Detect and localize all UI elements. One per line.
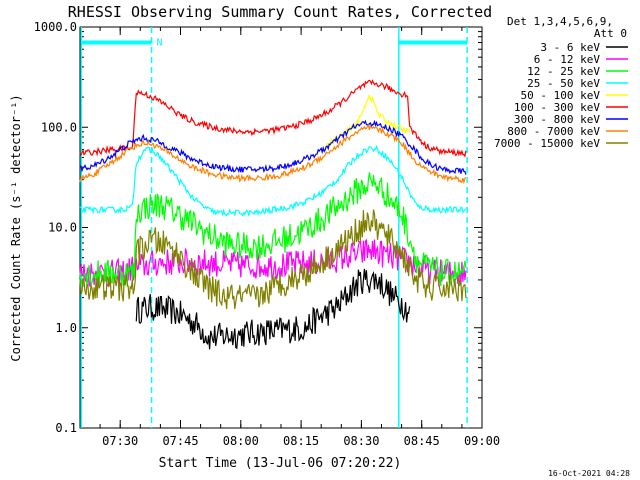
x-tick-label: 08:45 [404, 434, 440, 448]
legend-label: 12 - 25 keV [527, 65, 600, 78]
footer-date: 16-Oct-2021 04:28 [548, 469, 630, 478]
series-line-4 [79, 144, 467, 217]
legend-label: 50 - 100 keV [521, 89, 601, 102]
y-tick-label: 1.0 [55, 321, 77, 335]
x-tick-label: 08:30 [343, 434, 379, 448]
legend-title-line-2: Att 0 [594, 27, 627, 40]
series-line-6 [79, 79, 467, 158]
y-tick-label: 0.1 [55, 421, 77, 435]
legend-label: 800 - 7000 keV [507, 125, 600, 138]
night-marker-label: N [157, 38, 163, 49]
series-line-7 [79, 119, 467, 175]
series-line-9 [79, 209, 467, 310]
legend-label: 7000 - 15000 keV [494, 137, 600, 150]
y-axis-label: Corrected Count Rate (s⁻¹ detector⁻¹) [9, 94, 23, 361]
plot-frame [79, 26, 483, 429]
y-tick-label: 1000.0 [34, 20, 77, 34]
legend-label: 3 - 6 keV [540, 41, 600, 54]
x-tick-label: 08:15 [283, 434, 319, 448]
x-axis-label: Start Time (13-Jul-06 07:20:22) [159, 456, 402, 471]
series-line-1 [135, 268, 411, 350]
y-tick-label: 100.0 [41, 120, 77, 134]
chart-title: RHESSI Observing Summary Count Rates, Co… [68, 3, 492, 21]
x-tick-label: 07:30 [102, 434, 138, 448]
series-line-8 [79, 124, 467, 185]
legend-label: 25 - 50 keV [527, 77, 600, 90]
legend-title-line-1: Det 1,3,4,5,6,9, [507, 15, 613, 28]
series-line-3 [79, 172, 467, 288]
x-tick-label: 07:45 [162, 434, 198, 448]
legend-label: 300 - 800 keV [514, 113, 600, 126]
y-tick-label: 10.0 [48, 221, 77, 235]
legend-label: 100 - 300 keV [514, 101, 600, 114]
x-tick-label: 08:00 [223, 434, 259, 448]
legend-label: 6 - 12 keV [534, 53, 601, 66]
x-tick-label: 09:00 [464, 434, 500, 448]
